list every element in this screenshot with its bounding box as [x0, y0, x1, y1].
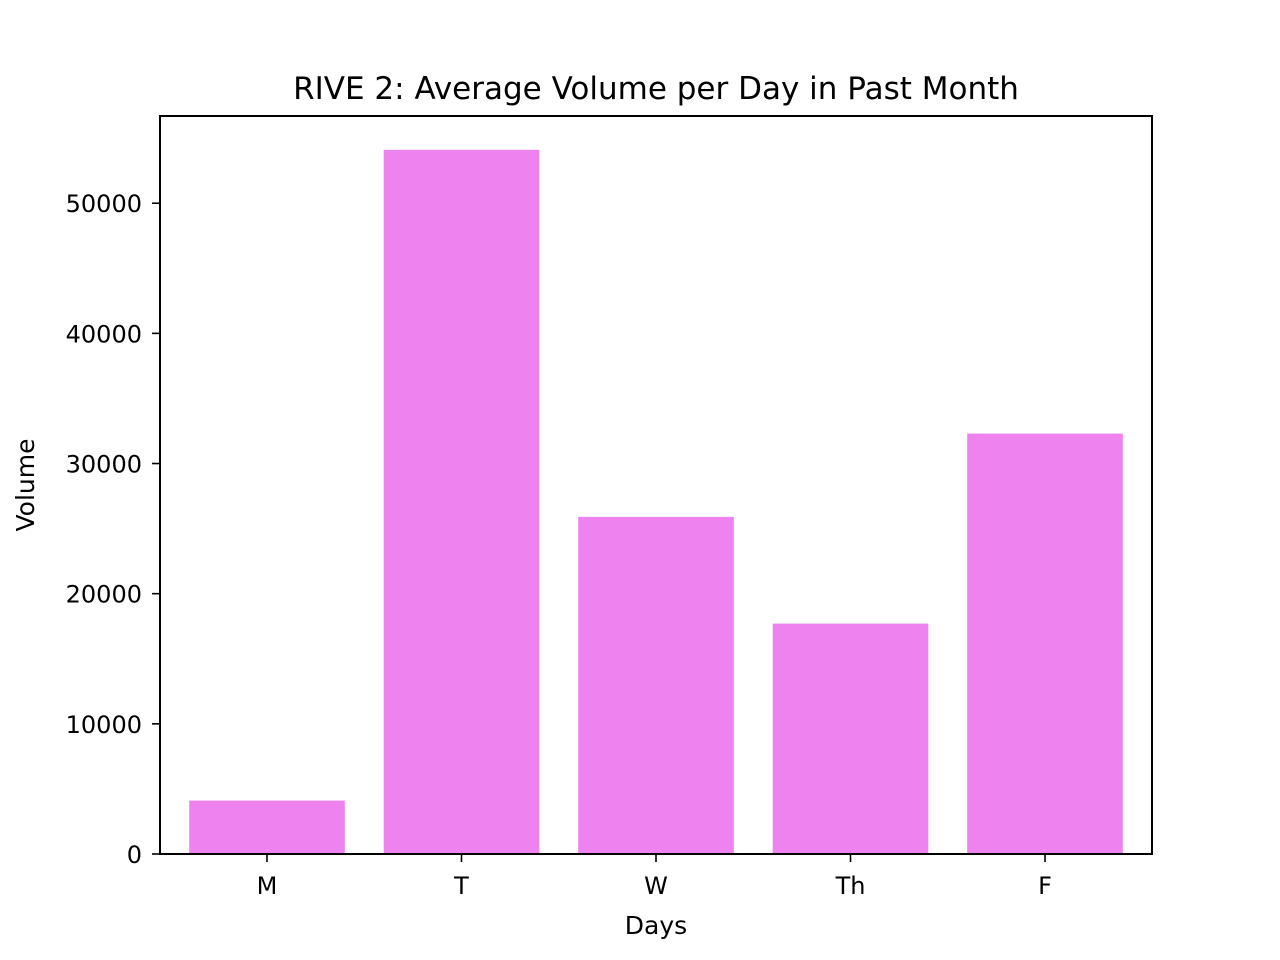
y-axis-label: Volume	[11, 439, 40, 532]
bars-group	[189, 149, 1123, 855]
bar-th	[772, 623, 929, 854]
y-tick-label: 0	[127, 841, 142, 869]
plot-frame	[159, 115, 1153, 855]
y-tick-label: 30000	[66, 451, 142, 479]
x-tick-label: Th	[835, 872, 866, 900]
bar-w	[578, 516, 734, 854]
x-tick-label: W	[644, 872, 668, 900]
y-axis-ticks: 0 10000 20000 30000 40000 50000	[66, 190, 160, 869]
bar-f	[967, 433, 1123, 854]
x-tick-label: F	[1038, 872, 1052, 900]
x-tick-label: T	[453, 872, 469, 900]
y-tick-label: 10000	[66, 711, 142, 739]
x-axis-label: Days	[625, 911, 687, 940]
y-tick-label: 50000	[66, 190, 142, 218]
y-tick-label: 20000	[66, 581, 142, 609]
chart-title: RIVE 2: Average Volume per Day in Past M…	[293, 71, 1019, 107]
x-axis-ticks: M T W Th F	[257, 854, 1052, 900]
x-tick-label: M	[257, 872, 278, 900]
bar-t	[383, 149, 540, 855]
y-tick-label: 40000	[66, 320, 142, 348]
bar-m	[189, 800, 345, 854]
